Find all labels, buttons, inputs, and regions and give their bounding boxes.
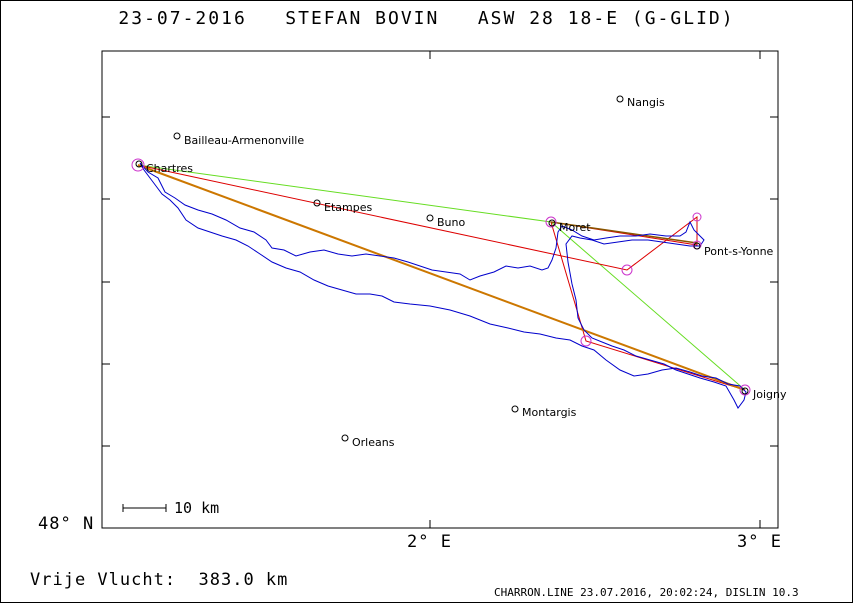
lat-label: 48° N [38,514,95,534]
footer-info: CHARRON.LINE 23.07.2016, 20:02:24, DISLI… [494,586,799,599]
town-etampes: Etampes [313,199,372,214]
left-ticks [102,51,778,528]
lon-label-3e: 3° E [737,532,782,552]
towns: Nangis Bailleau-Armenonville Chartres Et… [135,95,787,449]
task-line-leg [550,221,698,244]
svg-text:Buno: Buno [437,216,465,229]
svg-text:Bailleau-Armenonville: Bailleau-Armenonville [184,134,304,147]
svg-text:Montargis: Montargis [522,406,577,419]
town-buno: Buno [426,214,465,229]
svg-text:Joigny: Joigny [752,388,787,401]
town-montargis: Montargis [511,405,577,419]
task-line-red [137,164,746,391]
town-nangis: Nangis [616,95,665,109]
turnpoint-chartres [131,158,145,172]
town-moret: Moret [548,219,591,234]
turnpoint-north [692,212,702,222]
scale-bar-label: 10 km [174,499,219,517]
task-line-orange [137,164,746,391]
town-chartres: Chartres [135,160,193,175]
turnpoint-south [580,335,592,347]
svg-text:Orleans: Orleans [352,436,395,449]
town-bailleau: Bailleau-Armenonville [173,132,304,147]
turnpoint-moret [545,216,557,228]
svg-text:Moret: Moret [559,221,591,234]
town-orleans: Orleans [341,434,395,449]
turnpoints [131,158,751,396]
turnpoint-mid [621,264,633,276]
flight-distance: Vrije Vlucht: 383.0 km [30,570,289,590]
flight-track [139,162,747,409]
task-lines [137,164,746,391]
svg-text:Etampes: Etampes [324,201,372,214]
turnpoint-joigny [739,384,751,396]
flight-title: 23-07-2016 STEFAN BOVIN ASW 28 18-E (G-G… [118,8,735,29]
svg-text:Nangis: Nangis [627,96,665,109]
lon-label-2e: 2° E [407,532,452,552]
town-joigny: Joigny [741,387,787,401]
plot-border [101,50,779,529]
svg-text:Chartres: Chartres [146,162,193,175]
svg-text:Pont-s-Yonne: Pont-s-Yonne [704,245,774,258]
town-pont-s-yonne: Pont-s-Yonne [693,242,774,258]
scale-bar [122,504,167,512]
